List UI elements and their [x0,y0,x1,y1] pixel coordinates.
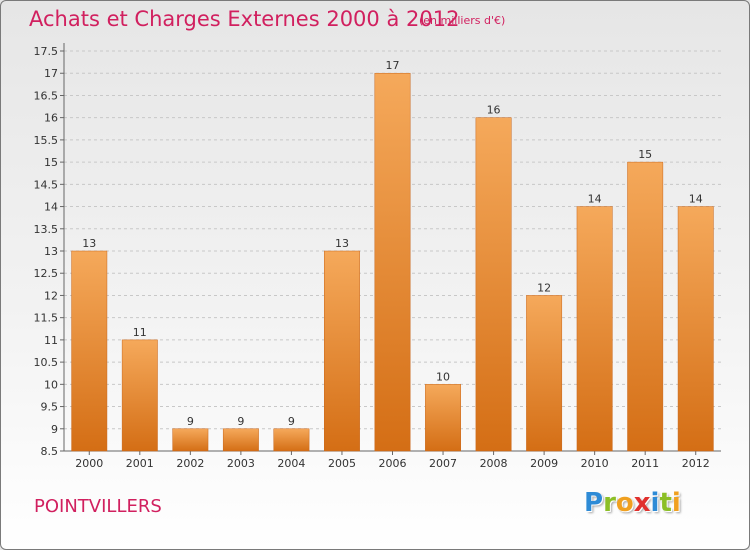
bar-value-label: 17 [386,59,400,72]
bar-value-label: 14 [689,193,703,206]
bar [374,72,411,452]
bar-value-label: 15 [638,148,652,161]
bar-value-label: 9 [288,415,295,428]
bar [475,117,512,452]
bar [172,428,209,452]
logo-letter: i [671,488,681,518]
bar [425,384,461,452]
chart-subtitle: (en milliers d'€) [419,14,506,27]
bars [71,72,714,452]
bar [324,250,360,452]
x-tick-label: 2011 [631,457,659,470]
bar [576,206,613,452]
x-tick-label: 2003 [227,457,255,470]
bar [71,250,108,452]
x-tick-label: 2009 [530,457,558,470]
y-tick-label: 15.5 [34,134,59,147]
y-tick-label: 15 [44,156,58,169]
x-tick-label: 2000 [75,457,103,470]
logo-letter: r [603,488,616,518]
x-tick-label: 2002 [176,457,204,470]
x-tick-label: 2007 [429,457,457,470]
y-tick-label: 9.5 [41,401,59,414]
x-tick-label: 2004 [277,457,305,470]
y-tick-label: 12.5 [34,267,59,280]
chart-title: Achats et Charges Externes 2000 à 2012 [29,7,460,31]
proxiti-logo[interactable]: Proxiti [584,488,681,518]
y-tick-label: 8.5 [41,445,59,458]
y-tick-label: 16.5 [34,89,59,102]
x-tick-label: 2008 [480,457,508,470]
labels: 8.5 9 9.5 10 10.5 11 11.5 12 12.5 13 13.5 14 14.5 15 1… [34,45,710,470]
x-tick-label: 2005 [328,457,356,470]
y-tick-label: 10.5 [34,356,59,369]
y-tick-label: 9 [51,423,58,436]
y-tick-label: 12 [44,289,58,302]
bar [677,206,714,452]
x-tick-label: 2001 [126,457,154,470]
logo-letter: i [650,488,660,518]
bar-value-label: 14 [588,193,602,206]
place-name: POINTVILLERS [34,496,162,517]
bar-value-label: 13 [82,237,96,250]
bar-value-label: 12 [537,281,551,294]
y-tick-label: 17.5 [34,45,59,58]
logo-letter: P [584,488,604,518]
x-tick-label: 2012 [682,457,710,470]
bar [222,428,259,452]
bar-value-label: 9 [187,415,194,428]
bar-value-label: 11 [133,326,147,339]
logo-letter: o [615,488,634,518]
y-tick-label: 13 [44,245,58,258]
y-tick-label: 13.5 [34,223,59,236]
bar-value-label: 16 [487,104,501,117]
bar [121,339,158,452]
y-tick-label: 14 [44,201,58,214]
x-tick-label: 2010 [581,457,609,470]
logo-letter: x [633,488,651,518]
y-tick-label: 11.5 [34,312,59,325]
y-tick-label: 17 [44,67,58,80]
y-tick-label: 14.5 [34,178,59,191]
bar [273,428,310,452]
y-tick-label: 11 [44,334,58,347]
bar-value-label: 13 [335,237,349,250]
bar [526,295,563,452]
y-tick-label: 10 [44,378,58,391]
bar [627,161,664,452]
x-tick-label: 2006 [379,457,407,470]
bar-value-label: 9 [237,415,244,428]
bar-value-label: 10 [436,370,450,383]
y-tick-label: 16 [44,112,58,125]
logo-letter: t [659,488,672,518]
